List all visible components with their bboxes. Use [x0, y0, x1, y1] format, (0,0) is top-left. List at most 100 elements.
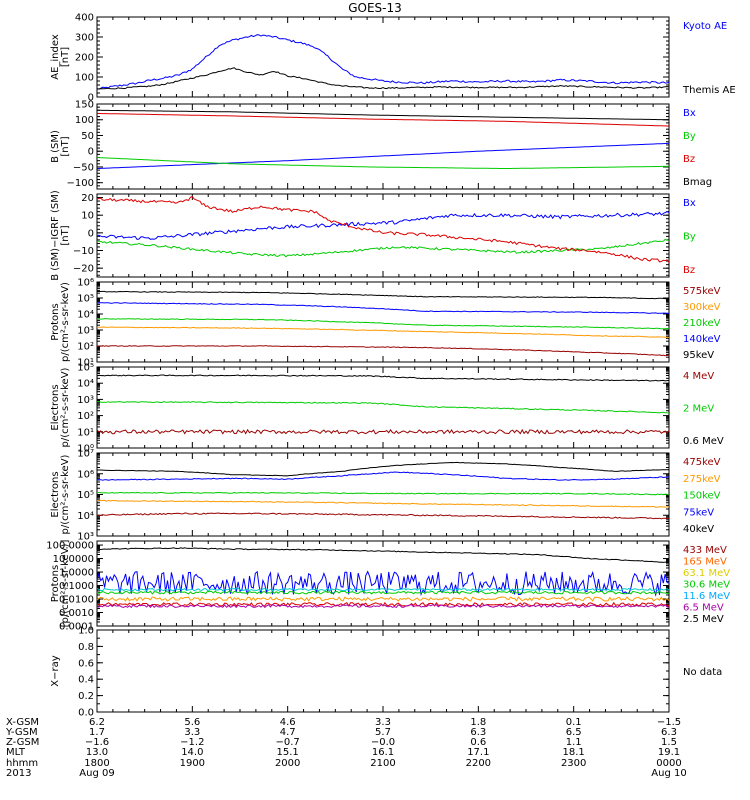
x-table-value: 16.1	[372, 747, 394, 758]
legend-label: 433 MeV	[683, 545, 727, 556]
legend-label: 30.6 MeV	[683, 580, 730, 591]
legend-label: 6.5 MeV	[683, 603, 724, 614]
y-tick-label: 0	[88, 147, 94, 158]
legend-label: 40keV	[683, 524, 714, 535]
panel-frame	[96, 629, 670, 713]
y-tick-label: 0.8	[78, 642, 94, 653]
legend-label: 140keV	[683, 334, 721, 345]
y-tick-label: 10²	[77, 342, 94, 353]
y-tick-label: 10¹	[77, 427, 94, 438]
y-tick-label: 10	[81, 211, 94, 222]
y-tick-label: 0	[88, 93, 94, 104]
x-table-value: 1.7	[89, 727, 105, 738]
legend-label: 2.5 MeV	[683, 614, 724, 625]
y-tick-label: 10.0000	[53, 554, 94, 565]
y-axis-label: AE_index	[50, 34, 61, 80]
x-table-value: 18.1	[563, 747, 585, 758]
legend-label: Bx	[683, 198, 696, 209]
series-line	[96, 570, 670, 597]
x-table-value: −0.7	[276, 737, 300, 748]
series-line	[96, 238, 670, 258]
legend-label: 475keV	[683, 457, 721, 468]
y-axis-label: Electrons	[50, 384, 61, 430]
series-line	[96, 112, 669, 127]
y-tick-label: 0.4	[78, 675, 94, 686]
y-tick-label: 10¹	[77, 358, 94, 369]
series-line	[96, 587, 670, 592]
y-axis-label: p/(cm²-s-sr-keV)	[60, 367, 71, 447]
y-tick-label: 0.0100	[59, 595, 94, 606]
legend-label: 95keV	[683, 350, 714, 361]
series-line	[97, 491, 670, 496]
x-table-value: Aug 09	[79, 768, 114, 779]
x-table-value: 1.5	[661, 737, 677, 748]
row-label: Y-GSM	[5, 727, 38, 738]
row-label: Z-GSM	[6, 737, 39, 748]
x-table-value: Aug 10	[651, 768, 686, 779]
x-table-value: 1800	[84, 758, 109, 769]
y-axis-label: Protons	[50, 303, 61, 340]
y-tick-label: 10⁵	[77, 363, 94, 374]
x-table-value: 3.3	[375, 717, 391, 728]
series-line	[96, 596, 670, 602]
x-table-value: −1.5	[657, 717, 681, 728]
x-table-value: 0.1	[566, 717, 582, 728]
x-table-value: 5.6	[184, 717, 200, 728]
y-tick-label: 200	[75, 53, 94, 64]
panel-frame	[96, 366, 670, 449]
y-tick-label: 100.0000	[46, 541, 94, 552]
legend-label: 2 MeV	[683, 404, 714, 415]
series-line	[97, 109, 669, 121]
x-table-value: 6.3	[470, 727, 486, 738]
page-title: GOES-13	[348, 1, 402, 15]
y-tick-label: 10⁰	[77, 444, 94, 455]
legend-label: Bz	[683, 154, 695, 165]
x-table-value: 4.7	[280, 727, 296, 738]
y-tick-label: 10³	[77, 326, 94, 337]
series-line	[96, 547, 670, 564]
y-tick-label: 100	[75, 73, 94, 84]
y-tick-label: 10⁵	[77, 490, 94, 501]
series-line	[96, 302, 669, 314]
y-tick-label: 10⁴	[77, 511, 94, 522]
series-line	[96, 211, 670, 240]
y-tick-label: −100	[67, 178, 94, 189]
y-tick-label: 10⁴	[77, 379, 94, 390]
y-axis-label: [nT]	[60, 47, 71, 67]
series-line	[96, 499, 670, 508]
y-tick-label: 1.0	[78, 626, 94, 637]
legend-label: Bx	[683, 108, 696, 119]
x-table-value: 2100	[370, 758, 395, 769]
series-line	[96, 318, 670, 330]
series-line	[96, 290, 670, 300]
y-axis-label: [nT]	[60, 225, 71, 245]
y-tick-label: 1.0000	[59, 568, 94, 579]
series-line	[96, 590, 670, 595]
legend-label: 300keV	[683, 302, 721, 313]
legend-label: By	[683, 232, 696, 243]
legend-label: Bmag	[683, 177, 712, 188]
legend-label: 11.6 MeV	[683, 591, 730, 602]
legend-label: 4 MeV	[683, 371, 714, 382]
x-table-value: 6.5	[566, 727, 582, 738]
y-tick-label: 100	[75, 115, 94, 126]
x-table-value: −0.0	[371, 737, 395, 748]
panel-frame	[96, 16, 670, 98]
series-line	[96, 604, 670, 609]
panel-frame	[96, 281, 670, 363]
x-table-value: 5.7	[375, 727, 391, 738]
x-table-value: 0000	[656, 758, 681, 769]
row-label: hhmm	[6, 758, 38, 769]
series-line	[96, 512, 670, 520]
series-line	[96, 195, 670, 263]
y-tick-label: 300	[75, 33, 94, 44]
x-table-value: 2200	[466, 758, 491, 769]
y-tick-label: 0.0	[78, 708, 94, 719]
legend-label: 575keV	[683, 286, 721, 297]
y-tick-label: 10⁷	[77, 449, 94, 460]
x-table-value: 1.8	[470, 717, 486, 728]
series-line	[96, 157, 670, 169]
series-line	[96, 461, 670, 477]
x-table-value: 6.3	[661, 727, 677, 738]
